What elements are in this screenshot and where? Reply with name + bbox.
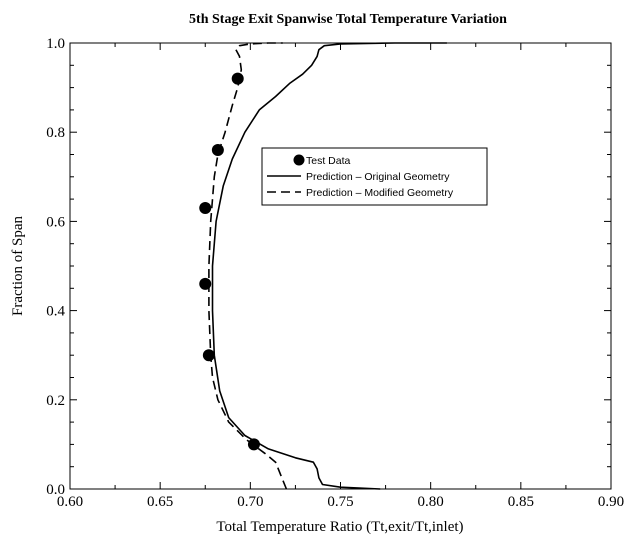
- x-tick-label: 0.90: [598, 494, 624, 510]
- series-line-prediction-original-geometry: [211, 42, 447, 490]
- legend-marker-test-data: [293, 154, 305, 166]
- x-tick-label: 0.75: [327, 494, 353, 510]
- axis-tick-labels: 0.60 0.65 0.70 0.75 0.80 0.85 0.90 0.0 0.2 0.4 0.6…: [46, 36, 624, 510]
- y-tick-label: 0.8: [46, 125, 65, 141]
- x-tick-label: 0.80: [418, 494, 444, 510]
- legend-label-test-data: Test Data: [306, 155, 351, 167]
- y-axis-label: Fraction of Span: [10, 216, 26, 316]
- x-tick-label: 0.60: [57, 494, 83, 510]
- plot-frame: [69, 42, 612, 490]
- x-axis-label: Total Temperature Ratio (Tt,exit/Tt,inle…: [216, 519, 463, 535]
- axis-ticks: [69, 42, 612, 490]
- x-tick-label: 0.65: [147, 494, 173, 510]
- series-line-prediction-modified-geometry: [208, 42, 288, 490]
- y-tick-label: 0.6: [46, 214, 65, 230]
- data-series: [199, 42, 447, 490]
- data-point-test-data: [211, 144, 224, 157]
- data-point-test-data: [199, 202, 212, 215]
- y-tick-label: 0.0: [46, 482, 65, 498]
- legend: Test Data Prediction – Original Geometry…: [261, 147, 488, 206]
- data-point-test-data: [202, 349, 215, 362]
- x-tick-label: 0.70: [237, 494, 263, 510]
- y-tick-label: 1.0: [46, 36, 65, 52]
- y-tick-label: 0.2: [46, 393, 65, 409]
- legend-label-original-geometry: Prediction – Original Geometry: [306, 171, 450, 183]
- y-tick-label: 0.4: [46, 304, 65, 320]
- legend-label-modified-geometry: Prediction – Modified Geometry: [306, 187, 454, 199]
- data-point-test-data: [231, 72, 244, 85]
- chart-title: 5th Stage Exit Spanwise Total Temperatur…: [189, 12, 507, 27]
- x-tick-label: 0.85: [508, 494, 534, 510]
